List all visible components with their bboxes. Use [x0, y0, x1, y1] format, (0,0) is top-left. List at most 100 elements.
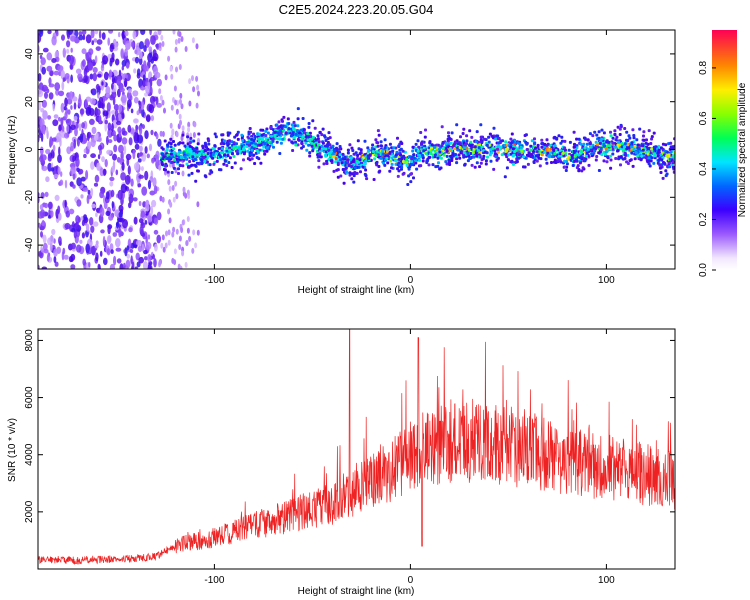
- spectral-noise-dot: [132, 90, 139, 97]
- spectral-noise-dot: [41, 124, 46, 135]
- spectral-noise-dot: [67, 30, 74, 36]
- spectral-ridge-dot: [475, 161, 479, 165]
- spectral-ridge-dot: [496, 145, 500, 149]
- spectral-ridge-dot: [250, 137, 254, 141]
- spectral-ridge-dot: [379, 156, 383, 160]
- spectral-ridge-dot: [604, 150, 608, 154]
- spectral-noise-dot: [39, 146, 44, 156]
- x-tick-label: -100: [204, 275, 224, 286]
- spectral-ridge-dot: [652, 161, 656, 165]
- spectral-noise-dot: [156, 234, 161, 244]
- spectral-ridge-dot: [607, 140, 611, 144]
- spectral-noise-dot: [111, 74, 115, 85]
- spectral-ridge-dot: [560, 135, 564, 139]
- spectral-noise-dot: [64, 179, 68, 189]
- spectral-noise-dot: [140, 30, 146, 35]
- spectral-noise-dot: [195, 75, 199, 82]
- spectral-ridge-dot: [253, 162, 257, 165]
- spectral-ridge-dot: [363, 172, 367, 176]
- spectral-ridge-dot: [640, 154, 644, 158]
- spectral-ridge-dot: [514, 148, 518, 152]
- spectral-ridge-dot: [626, 162, 630, 165]
- spectral-ridge-dot: [316, 134, 320, 138]
- spectral-noise-dot: [132, 197, 138, 202]
- spectral-noise-dot: [97, 154, 101, 160]
- spectral-ridge-dot: [181, 141, 185, 145]
- spectral-noise-dot: [49, 242, 53, 252]
- spectral-ridge-dot: [240, 144, 244, 148]
- spectral-noise-dot: [98, 102, 104, 109]
- spectral-ridge-dot: [235, 142, 238, 146]
- spectral-ridge-dot: [181, 164, 185, 168]
- spectral-ridge-dot: [496, 137, 500, 141]
- spectral-ridge-dot: [221, 147, 224, 151]
- spectral-noise-dot: [58, 90, 65, 97]
- colorbar-tick-label: 0.4: [698, 162, 709, 176]
- spectral-ridge-dot: [589, 148, 593, 152]
- spectral-ridge-dot: [479, 135, 483, 139]
- spectral-ridge-dot: [162, 168, 166, 171]
- spectral-ridge-dot: [471, 151, 475, 155]
- spectral-noise-dot: [56, 132, 62, 143]
- spectral-ridge-dot: [563, 159, 567, 163]
- spectral-noise-dot: [79, 108, 85, 115]
- spectral-ridge-dot: [518, 142, 522, 146]
- spectral-ridge-dot: [564, 169, 568, 172]
- spectral-ridge-dot: [212, 147, 216, 151]
- spectral-ridge-dot: [222, 139, 226, 143]
- spectral-noise-dot: [45, 176, 50, 183]
- spectral-noise-dot: [103, 71, 109, 81]
- spectral-ridge-dot: [403, 150, 407, 154]
- spectral-ridge-dot: [248, 127, 252, 130]
- spectral-noise-dot: [89, 108, 95, 116]
- spectral-noise-dot: [115, 169, 119, 176]
- spectral-ridge-dot: [263, 142, 267, 146]
- colorbar-tick-label: 0.2: [698, 212, 709, 226]
- spectral-noise-dot: [134, 56, 140, 64]
- snr-x-ticks: -100 0 100: [204, 329, 615, 586]
- spectral-ridge-dot: [583, 146, 587, 150]
- spectral-ridge-dot: [322, 162, 326, 166]
- spectral-ridge-dot: [301, 117, 305, 120]
- spectral-ridge-dot: [250, 157, 254, 161]
- spectral-ridge-dot: [192, 139, 196, 143]
- spectral-ridge-dot: [505, 166, 509, 170]
- spectral-noise-dot: [186, 227, 190, 234]
- spectral-noise-dot: [167, 208, 171, 215]
- spectral-noise-dot: [149, 86, 153, 96]
- spectral-noise-dot: [74, 127, 78, 137]
- spectral-ridge-dot: [575, 137, 579, 141]
- spectral-noise-dot: [78, 123, 82, 131]
- spectral-noise-dot: [156, 78, 162, 87]
- spectral-noise-dot: [192, 132, 196, 138]
- spectral-ridge-dot: [344, 161, 348, 165]
- spectral-ridge-dot: [262, 145, 266, 149]
- spectral-ridge-dot: [273, 134, 277, 138]
- spectral-ridge-dot: [433, 153, 437, 157]
- spectral-ridge-dot: [290, 123, 294, 127]
- spectral-ridge-dot: [661, 142, 665, 146]
- spectral-noise-dot: [128, 202, 132, 209]
- spectral-noise-dot: [75, 68, 82, 75]
- spectral-ridge-dot: [210, 170, 214, 174]
- spectral-ridge-dot: [217, 147, 221, 151]
- spectral-noise-dot: [120, 172, 126, 181]
- spectral-ridge-dot: [524, 133, 528, 137]
- spectral-noise-dot: [140, 100, 145, 111]
- spectral-noise-dot: [172, 196, 176, 203]
- spectral-ridge-dot: [620, 142, 624, 145]
- spectral-ridge-dot: [249, 130, 253, 134]
- spectral-ridge-dot: [230, 166, 234, 169]
- spectral-ridge-dot: [647, 129, 651, 133]
- spectral-noise-dot: [171, 128, 175, 135]
- spectral-ridge-dot: [349, 156, 353, 160]
- spectral-noise-dot: [106, 248, 111, 256]
- spectral-ridge-dot: [246, 135, 250, 139]
- spectral-noise-dot: [85, 34, 92, 44]
- spectral-ridge-dot: [328, 154, 332, 158]
- spectral-ridge-dot: [359, 170, 362, 174]
- spectral-noise-dot: [105, 210, 111, 217]
- spectral-ridge-dot: [294, 140, 298, 144]
- spectral-noise-dot: [152, 49, 157, 57]
- spectral-noise-dot: [62, 247, 66, 255]
